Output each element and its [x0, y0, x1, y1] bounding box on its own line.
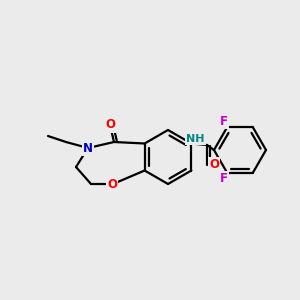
Text: NH: NH	[186, 134, 205, 143]
Text: F: F	[220, 115, 228, 128]
Text: O: O	[107, 178, 117, 190]
Text: O: O	[209, 158, 219, 172]
Text: F: F	[220, 172, 228, 185]
Text: N: N	[83, 142, 93, 154]
Text: O: O	[105, 118, 115, 131]
